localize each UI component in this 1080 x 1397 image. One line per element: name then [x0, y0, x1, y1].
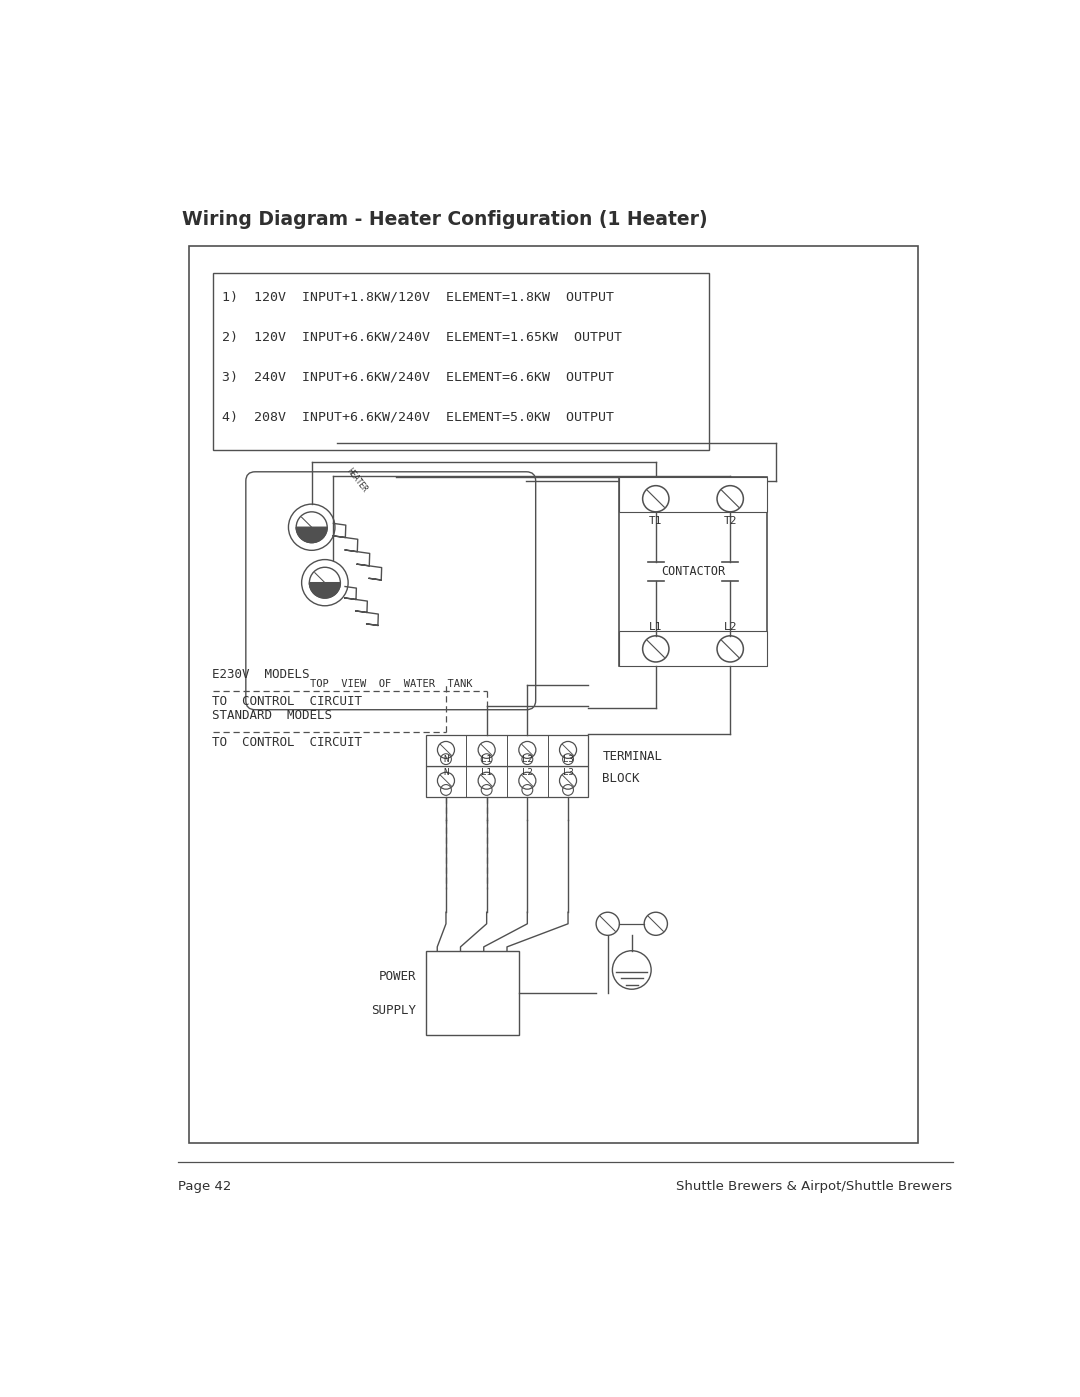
Text: L2: L2: [522, 754, 532, 764]
Text: L1: L1: [482, 754, 492, 764]
Text: E230V  MODELS: E230V MODELS: [213, 668, 310, 682]
FancyBboxPatch shape: [246, 472, 536, 710]
Bar: [426, 735, 589, 766]
Text: TO  CONTROL  CIRCUIT: TO CONTROL CIRCUIT: [213, 736, 363, 749]
Bar: [189, 246, 918, 1143]
Text: POWER: POWER: [379, 970, 416, 982]
Text: N: N: [443, 768, 448, 777]
Text: SUPPLY: SUPPLY: [372, 1003, 416, 1017]
Text: HEATER: HEATER: [345, 467, 369, 495]
Text: L3: L3: [563, 768, 573, 777]
Circle shape: [518, 773, 536, 789]
Circle shape: [518, 742, 536, 759]
Wedge shape: [309, 583, 340, 598]
Circle shape: [309, 567, 340, 598]
Text: L3: L3: [563, 754, 573, 764]
Circle shape: [644, 912, 667, 936]
Text: CONTACTOR: CONTACTOR: [661, 564, 725, 578]
Bar: [426, 766, 589, 796]
Circle shape: [296, 511, 327, 542]
Circle shape: [643, 486, 669, 511]
Circle shape: [559, 742, 577, 759]
Circle shape: [559, 773, 577, 789]
Text: Shuttle Brewers & Airpot/Shuttle Brewers: Shuttle Brewers & Airpot/Shuttle Brewers: [676, 1180, 953, 1193]
Text: 1)  120V  INPUT+1.8KW/120V  ELEMENT=1.8KW  OUTPUT: 1) 120V INPUT+1.8KW/120V ELEMENT=1.8KW O…: [221, 291, 613, 303]
Text: T2: T2: [724, 515, 737, 525]
Bar: [619, 478, 767, 666]
Circle shape: [717, 636, 743, 662]
Circle shape: [437, 773, 455, 789]
Circle shape: [643, 636, 669, 662]
Text: 3)  240V  INPUT+6.6KW/240V  ELEMENT=6.6KW  OUTPUT: 3) 240V INPUT+6.6KW/240V ELEMENT=6.6KW O…: [221, 370, 613, 383]
Circle shape: [437, 742, 455, 759]
Text: T1: T1: [649, 515, 662, 525]
Circle shape: [478, 773, 496, 789]
Text: Page 42: Page 42: [177, 1180, 231, 1193]
Text: TO  CONTROL  CIRCUIT: TO CONTROL CIRCUIT: [213, 696, 363, 708]
Text: 2)  120V  INPUT+6.6KW/240V  ELEMENT=1.65KW  OUTPUT: 2) 120V INPUT+6.6KW/240V ELEMENT=1.65KW …: [221, 330, 622, 344]
Text: L2: L2: [724, 622, 737, 631]
Bar: [213, 274, 708, 450]
Text: L1: L1: [649, 622, 662, 631]
Text: STANDARD  MODELS: STANDARD MODELS: [213, 710, 333, 722]
Text: N: N: [443, 754, 448, 764]
Circle shape: [596, 912, 619, 936]
Text: Wiring Diagram - Heater Configuration (1 Heater): Wiring Diagram - Heater Configuration (1…: [181, 210, 707, 229]
Text: L2: L2: [522, 768, 532, 777]
Text: L1: L1: [482, 768, 492, 777]
Text: TOP  VIEW  OF  WATER  TANK: TOP VIEW OF WATER TANK: [310, 679, 472, 689]
Text: BLOCK: BLOCK: [603, 771, 639, 785]
Wedge shape: [296, 527, 327, 542]
Bar: [619, 478, 767, 511]
Bar: [619, 631, 767, 666]
Text: 4)  208V  INPUT+6.6KW/240V  ELEMENT=5.0KW  OUTPUT: 4) 208V INPUT+6.6KW/240V ELEMENT=5.0KW O…: [221, 411, 613, 423]
Circle shape: [717, 486, 743, 511]
Bar: [426, 951, 518, 1035]
Text: TERMINAL: TERMINAL: [603, 750, 662, 763]
Circle shape: [478, 742, 496, 759]
